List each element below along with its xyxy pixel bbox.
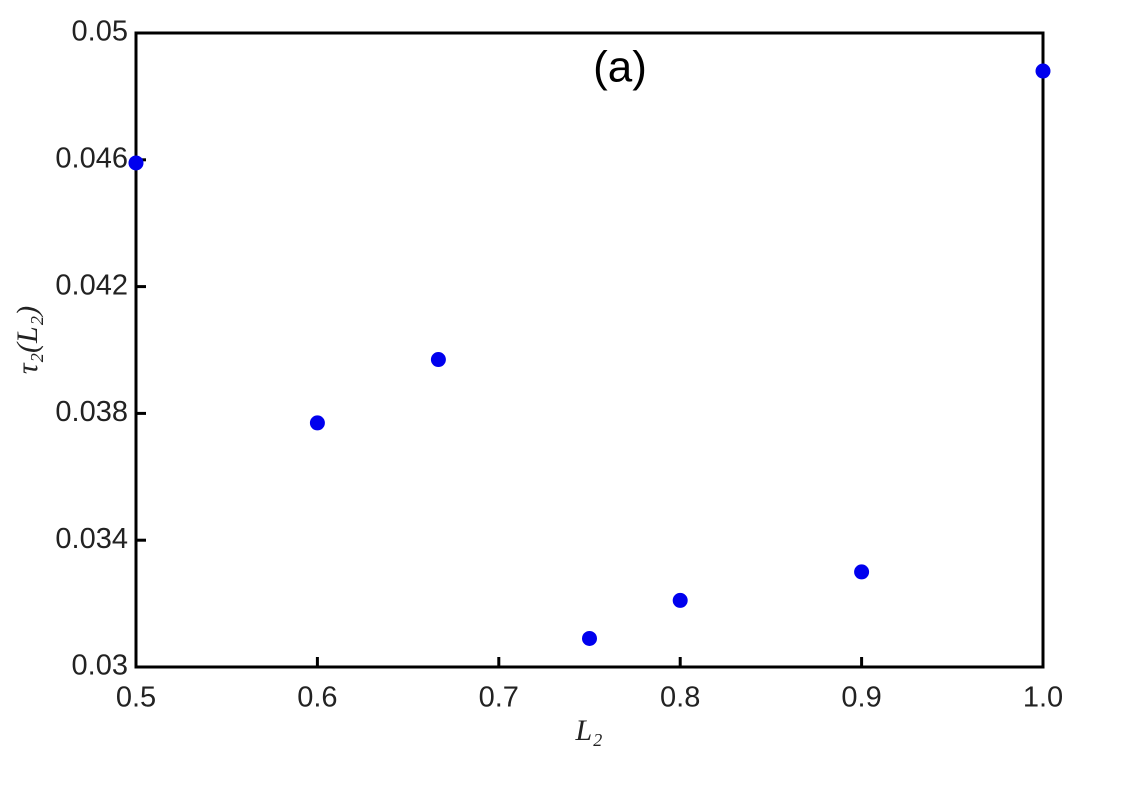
x-axis-label: L₂ xyxy=(574,714,602,747)
x-tick-label: 0.7 xyxy=(479,682,519,714)
point xyxy=(1035,63,1051,79)
y-tick-label: 0.03 xyxy=(72,650,128,682)
y-tick-label: 0.05 xyxy=(72,16,128,48)
point xyxy=(430,352,446,368)
x-tick-label: 1.0 xyxy=(1023,682,1063,714)
plot-frame xyxy=(134,31,1045,669)
panel-label: (a) xyxy=(593,43,647,92)
x-tick-label: 0.9 xyxy=(841,682,881,714)
y-tick-label: 0.034 xyxy=(55,523,128,555)
point xyxy=(672,592,688,608)
y-axis-label: τ₂(L₂) xyxy=(11,306,44,374)
x-tick-label: 0.6 xyxy=(297,682,337,714)
y-tick-label: 0.038 xyxy=(55,396,128,428)
y-tick-label: 0.046 xyxy=(55,142,128,174)
y-tick-label: 0.042 xyxy=(55,269,128,301)
point xyxy=(128,155,144,171)
point xyxy=(582,630,597,646)
point xyxy=(309,415,325,431)
x-tick-label: 0.8 xyxy=(660,682,700,714)
x-tick-label: 0.5 xyxy=(116,682,156,714)
point xyxy=(854,564,870,580)
